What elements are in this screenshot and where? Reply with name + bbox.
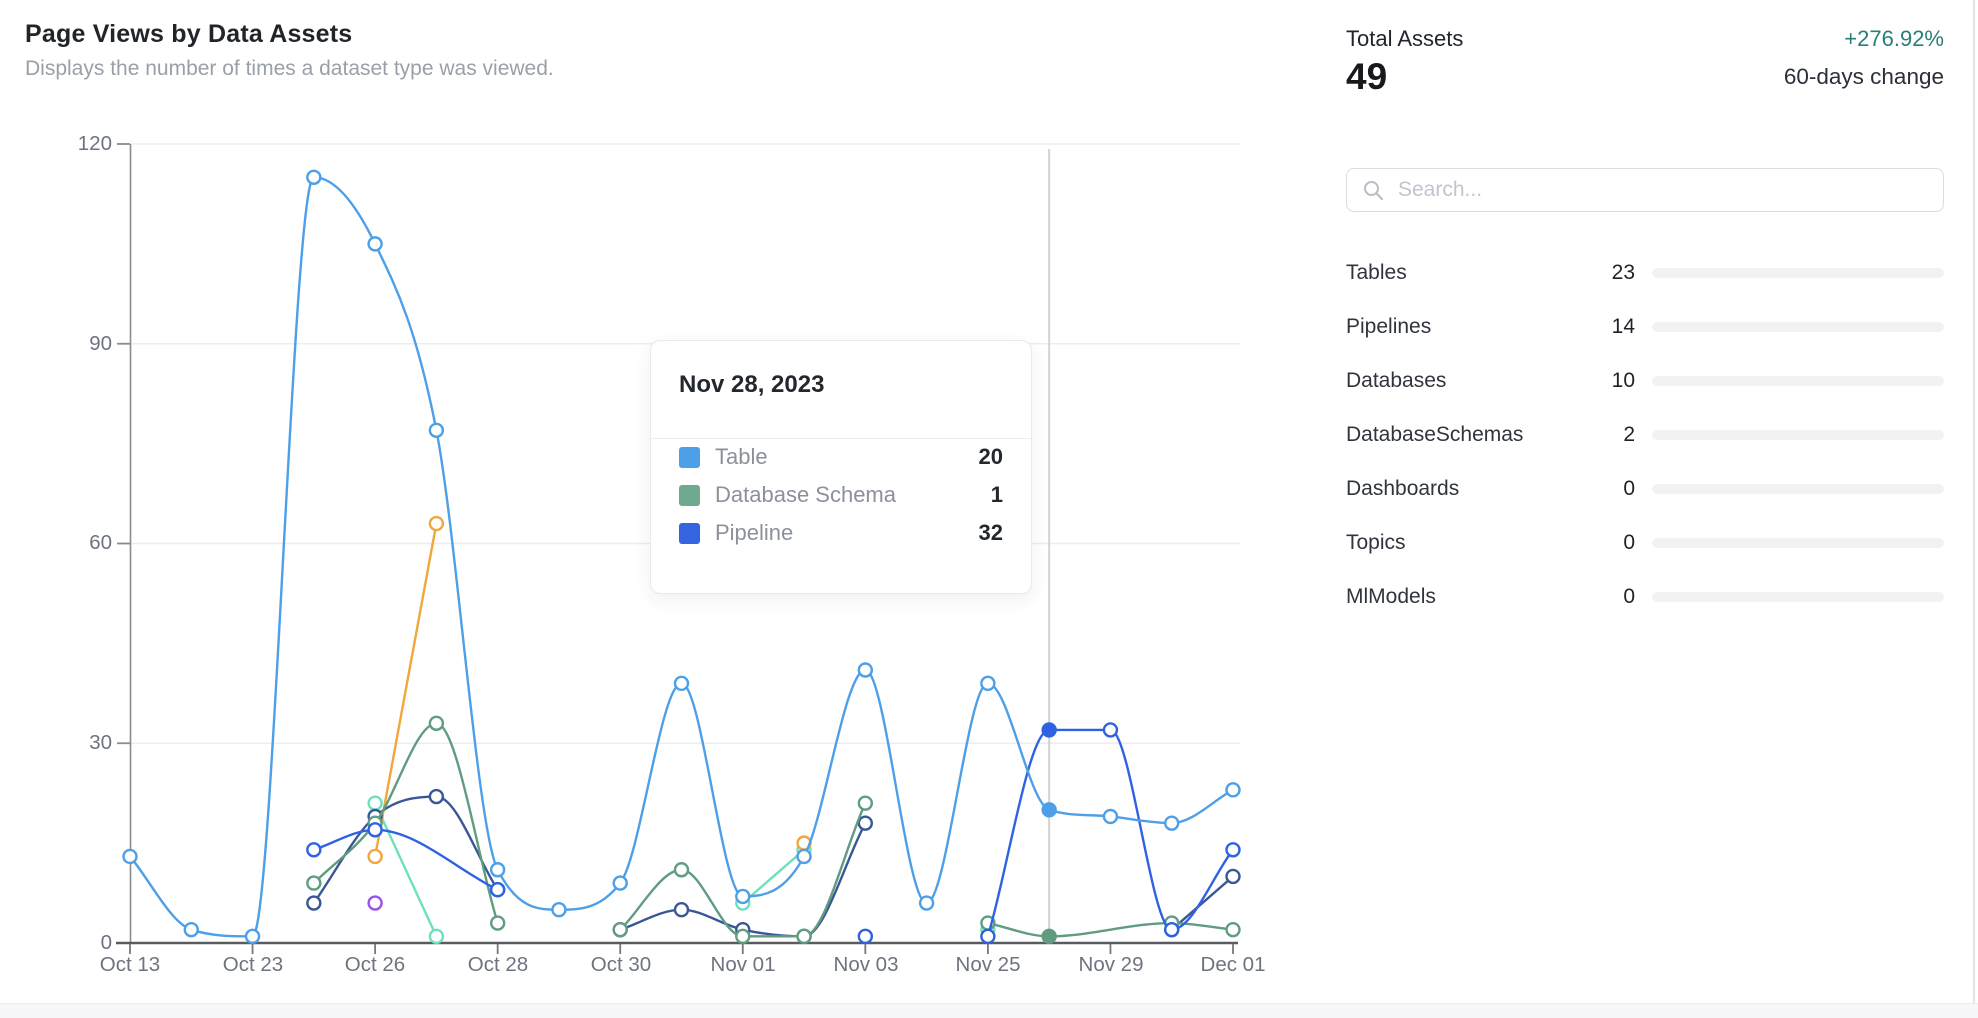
tooltip-row-value: 1	[990, 482, 1003, 507]
chart-tooltip: Nov 28, 2023 Table 20 Database Schema 1 …	[650, 340, 1032, 594]
asset-label: Topics	[1346, 531, 1406, 554]
asset-bar-track	[1652, 592, 1944, 602]
asset-bar-track	[1652, 322, 1944, 332]
tooltip-row: Pipeline 32	[679, 520, 1003, 546]
page-title: Page Views by Data Assets	[25, 20, 353, 48]
list-item: DatabaseSchemas 2	[1346, 421, 1944, 449]
asset-count: 10	[1611, 369, 1635, 392]
tooltip-date: Nov 28, 2023	[679, 371, 825, 398]
x-axis-label: Oct 30	[590, 953, 652, 976]
tooltip-row-label: Table	[715, 444, 768, 469]
tooltip-divider	[651, 438, 1031, 439]
asset-count: 0	[1623, 477, 1635, 500]
y-axis-label: 90	[89, 332, 112, 355]
asset-bar-track	[1652, 484, 1944, 494]
list-item: MlModels 0	[1346, 583, 1944, 611]
asset-bar-track	[1652, 430, 1944, 440]
change-caption: 60-days change	[1783, 64, 1944, 89]
list-item: Tables 23	[1346, 259, 1944, 287]
x-axis-label: Nov 25	[955, 953, 1021, 976]
x-axis-label: Dec 01	[1200, 953, 1266, 976]
y-axis-label: 30	[89, 731, 112, 754]
tooltip-row: Table 20	[679, 444, 1003, 470]
list-item: Topics 0	[1346, 529, 1944, 557]
x-axis-label: Oct 26	[344, 953, 406, 976]
asset-bar-track	[1652, 268, 1944, 278]
tooltip-row-value: 20	[978, 444, 1003, 469]
asset-count: 2	[1623, 423, 1635, 446]
asset-count: 23	[1611, 261, 1635, 284]
asset-type-list: Tables 23 Pipelines 14 Databases 10 Data…	[1346, 259, 1944, 637]
tooltip-row-value: 32	[978, 520, 1003, 545]
asset-count: 0	[1623, 531, 1635, 554]
asset-label: MlModels	[1346, 585, 1436, 608]
asset-search-box	[1346, 168, 1944, 212]
x-axis-label: Nov 01	[710, 953, 776, 976]
search-input[interactable]	[1396, 177, 1929, 203]
x-axis-label: Oct 23	[222, 953, 284, 976]
tooltip-row-label: Pipeline	[715, 520, 794, 545]
list-item: Databases 10	[1346, 367, 1944, 395]
asset-label: Tables	[1346, 261, 1407, 284]
asset-count: 0	[1623, 585, 1635, 608]
total-assets-label: Total Assets	[1346, 26, 1464, 51]
asset-count: 14	[1611, 315, 1635, 338]
asset-label: DatabaseSchemas	[1346, 423, 1524, 446]
asset-bar-track	[1652, 376, 1944, 386]
change-percent: +276.92%	[1844, 26, 1944, 51]
y-axis-label: 60	[89, 531, 112, 554]
table-series-swatch	[679, 446, 700, 468]
page-subtitle: Displays the number of times a dataset t…	[25, 57, 554, 80]
x-axis-label: Nov 03	[833, 953, 899, 976]
pipeline-series-swatch	[679, 522, 700, 544]
x-axis-label: Oct 13	[99, 953, 161, 976]
tooltip-row: Database Schema 1	[679, 482, 1003, 508]
panel-right-border	[1973, 0, 1975, 1018]
total-assets-value: 49	[1346, 56, 1388, 97]
tooltip-row-label: Database Schema	[715, 482, 896, 507]
asset-bar-track	[1652, 538, 1944, 548]
search-icon	[1361, 178, 1385, 202]
y-axis-label: 120	[77, 132, 112, 155]
list-item: Pipelines 14	[1346, 313, 1944, 341]
asset-label: Databases	[1346, 369, 1447, 392]
asset-label: Pipelines	[1346, 315, 1432, 338]
database-schema-series-swatch	[679, 484, 700, 506]
y-axis-label: 0	[100, 931, 112, 954]
x-axis-label: Nov 29	[1078, 953, 1144, 976]
list-item: Dashboards 0	[1346, 475, 1944, 503]
asset-label: Dashboards	[1346, 477, 1460, 500]
footer-strip	[0, 1003, 1978, 1018]
x-axis-label: Oct 28	[467, 953, 529, 976]
